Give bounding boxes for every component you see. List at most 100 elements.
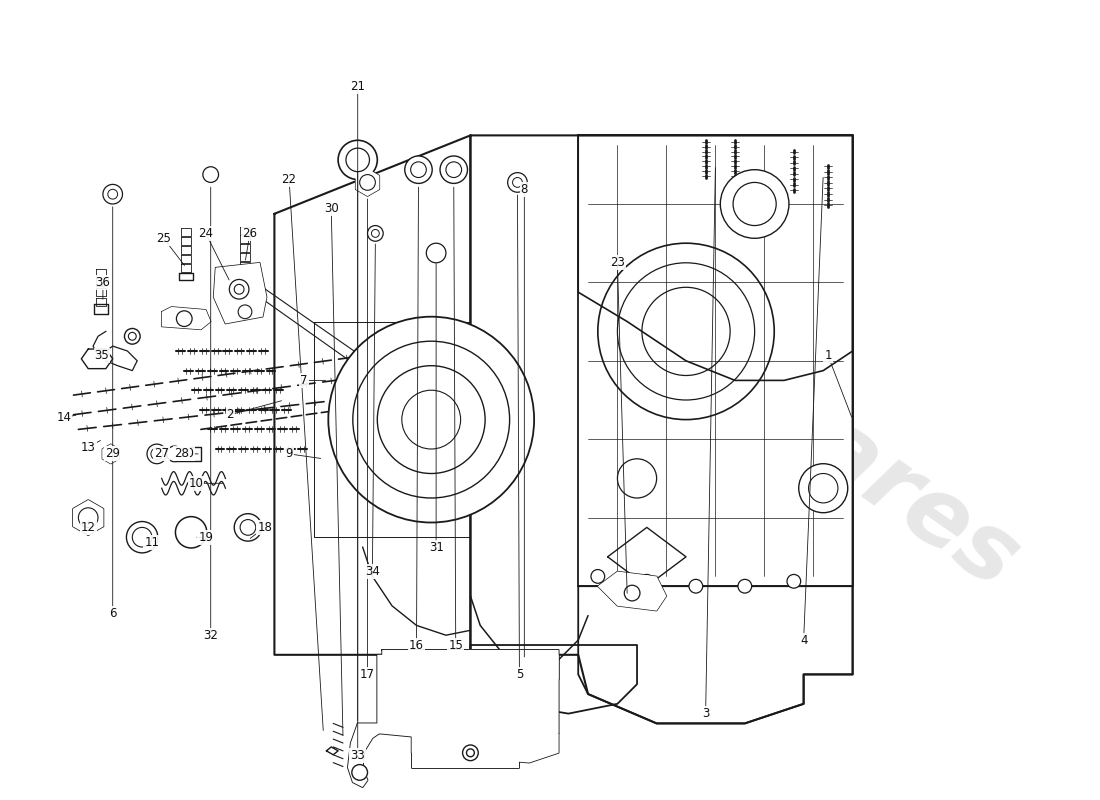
Polygon shape [579, 135, 852, 380]
Text: 26: 26 [242, 227, 257, 240]
Circle shape [463, 745, 478, 761]
Text: 24: 24 [198, 227, 213, 240]
Text: 17: 17 [360, 668, 375, 681]
Text: 2: 2 [227, 408, 234, 422]
Text: 10: 10 [188, 477, 204, 490]
Polygon shape [240, 226, 250, 234]
Circle shape [786, 574, 801, 588]
Polygon shape [176, 447, 201, 461]
Circle shape [405, 156, 432, 183]
Circle shape [132, 527, 152, 547]
Circle shape [126, 522, 157, 553]
Text: 1: 1 [824, 350, 832, 362]
Polygon shape [471, 645, 637, 714]
Circle shape [328, 317, 535, 522]
Text: 6: 6 [109, 607, 117, 620]
Text: 15: 15 [449, 638, 463, 651]
Circle shape [175, 517, 207, 548]
Circle shape [129, 332, 136, 340]
Text: a passion for excellence 1985: a passion for excellence 1985 [535, 397, 837, 618]
Polygon shape [579, 135, 852, 586]
Circle shape [689, 579, 703, 593]
Circle shape [410, 162, 427, 178]
Text: 21: 21 [350, 80, 365, 93]
Circle shape [372, 230, 379, 238]
Polygon shape [240, 262, 250, 270]
Polygon shape [348, 723, 387, 787]
Circle shape [352, 765, 367, 780]
Circle shape [446, 162, 462, 178]
Circle shape [338, 140, 377, 179]
Polygon shape [579, 586, 852, 723]
Polygon shape [327, 747, 338, 754]
Polygon shape [96, 288, 106, 296]
Polygon shape [182, 255, 191, 262]
Circle shape [617, 459, 657, 498]
Polygon shape [509, 657, 535, 670]
Circle shape [78, 508, 98, 527]
Polygon shape [240, 235, 250, 243]
Circle shape [625, 586, 640, 601]
Circle shape [360, 174, 375, 190]
Circle shape [508, 173, 527, 192]
Polygon shape [240, 244, 250, 252]
Polygon shape [421, 694, 519, 723]
Polygon shape [102, 444, 119, 464]
Text: 11: 11 [144, 536, 159, 549]
Polygon shape [96, 269, 106, 277]
Polygon shape [182, 264, 191, 272]
Text: 3: 3 [702, 707, 710, 720]
Polygon shape [240, 253, 250, 261]
Text: 8: 8 [520, 182, 528, 196]
Polygon shape [182, 246, 191, 254]
Text: 30: 30 [323, 202, 339, 215]
Circle shape [346, 148, 370, 172]
Text: 27: 27 [154, 447, 169, 461]
Circle shape [799, 464, 848, 513]
Polygon shape [377, 655, 559, 748]
Text: 12: 12 [80, 521, 96, 534]
Text: 5: 5 [516, 668, 524, 681]
Text: 7: 7 [300, 374, 308, 387]
Text: 13: 13 [80, 441, 96, 454]
Circle shape [103, 184, 122, 204]
Text: 14: 14 [56, 411, 72, 424]
Text: 29: 29 [106, 447, 120, 461]
Polygon shape [411, 734, 519, 767]
Text: 23: 23 [610, 256, 625, 270]
Text: 18: 18 [257, 521, 272, 534]
Circle shape [440, 156, 467, 183]
Circle shape [238, 305, 252, 318]
Polygon shape [355, 169, 380, 196]
Polygon shape [73, 500, 103, 535]
Text: 35: 35 [95, 350, 109, 362]
Circle shape [147, 444, 166, 464]
Circle shape [151, 448, 163, 460]
Text: 4: 4 [800, 634, 807, 646]
Circle shape [367, 226, 383, 242]
Circle shape [234, 514, 262, 541]
Text: 32: 32 [204, 629, 218, 642]
Polygon shape [81, 349, 112, 369]
Circle shape [234, 284, 244, 294]
Circle shape [108, 190, 118, 199]
Text: 20: 20 [179, 447, 194, 461]
Polygon shape [96, 298, 106, 306]
Circle shape [427, 243, 446, 262]
Text: 9: 9 [285, 447, 293, 461]
Circle shape [808, 474, 838, 503]
Text: 31: 31 [429, 541, 443, 554]
Circle shape [240, 519, 256, 535]
Polygon shape [179, 273, 194, 281]
Circle shape [720, 170, 789, 238]
Text: 34: 34 [365, 565, 380, 578]
Circle shape [124, 329, 140, 344]
Text: 25: 25 [156, 232, 172, 245]
Circle shape [513, 178, 522, 187]
Text: 28: 28 [174, 447, 189, 461]
Circle shape [176, 311, 192, 326]
Circle shape [738, 579, 751, 593]
Circle shape [733, 182, 777, 226]
Text: 19: 19 [198, 530, 213, 544]
Polygon shape [95, 304, 108, 314]
